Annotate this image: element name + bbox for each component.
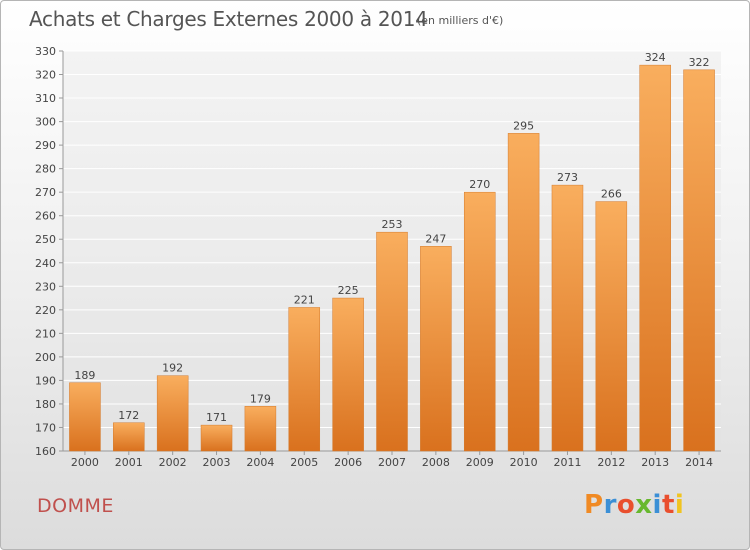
bar-2007 [376,231,408,452]
bar-2006 [332,297,364,452]
y-tick-label: 190 [35,374,56,387]
bar-value-label: 273 [557,171,578,184]
bar-2003 [200,424,233,452]
x-tick-label: 2001 [115,456,143,469]
bar-2001 [113,422,145,452]
y-tick-label: 280 [35,163,56,176]
bar-value-label: 189 [74,369,95,382]
bar-2000 [69,382,101,452]
y-tick-label: 160 [35,445,56,458]
brand-letter: t [661,490,675,520]
brand-letter: i [652,490,662,520]
bar-value-label: 295 [513,119,534,132]
bar-2004 [244,406,277,452]
y-tick-label: 250 [35,233,56,246]
y-tick-label: 170 [35,421,56,434]
y-tick-label: 270 [35,186,56,199]
y-tick-label: 320 [35,69,56,82]
x-tick-label: 2008 [422,456,450,469]
x-tick-label: 2005 [290,456,318,469]
bar-2011 [551,184,584,452]
bar-2002 [156,375,189,452]
y-tick-label: 200 [35,351,56,364]
chart-subtitle: (en milliers d'€) [417,14,504,27]
bar-value-label: 171 [206,411,227,424]
y-tick-label: 260 [35,210,56,223]
bar-2014 [683,69,715,452]
brand-letter: P [584,490,604,520]
x-tick-label: 2011 [553,456,581,469]
x-tick-label: 2010 [510,456,538,469]
bar-2005 [288,307,321,452]
y-tick-label: 290 [35,139,56,152]
y-tick-label: 240 [35,257,56,270]
y-tick-label: 180 [35,398,56,411]
brand-letter: o [616,490,636,520]
bar-value-label: 225 [338,284,359,297]
commune-name: DOMME [37,495,114,517]
bar-value-label: 192 [162,362,183,375]
chart-title: Achats et Charges Externes 2000 à 2014 [29,7,428,31]
bar-value-label: 179 [250,392,271,405]
x-tick-label: 2014 [685,456,713,469]
bar-value-label: 324 [645,51,666,64]
x-tick-label: 2004 [246,456,274,469]
brand-logo[interactable]: Proxiti [584,490,684,520]
bar-value-label: 266 [601,188,622,201]
y-tick-label: 300 [35,116,56,129]
x-tick-label: 2007 [378,456,406,469]
bar-value-label: 253 [382,218,403,231]
bar-2013 [639,64,671,452]
y-tick-label: 210 [35,327,56,340]
brand-letter: i [674,490,685,520]
bar-value-label: 322 [689,56,710,69]
x-tick-label: 2009 [466,456,494,469]
bar-2009 [463,191,496,452]
bar-value-label: 221 [294,293,315,306]
x-tick-label: 2013 [641,456,669,469]
y-tick-label: 220 [35,304,56,317]
bar-2012 [595,201,628,452]
y-tick-label: 310 [35,92,56,105]
bar-value-label: 172 [118,409,139,422]
bar-2008 [420,246,452,452]
brand-letter: x [635,490,653,520]
x-tick-label: 2006 [334,456,362,469]
x-tick-label: 2003 [203,456,231,469]
x-tick-label: 2000 [71,456,99,469]
y-tick-label: 330 [35,45,56,58]
x-tick-label: 2012 [597,456,625,469]
x-tick-label: 2002 [159,456,187,469]
bar-value-label: 247 [425,232,446,245]
y-tick-label: 230 [35,280,56,293]
bar-value-label: 270 [469,178,490,191]
bar-2010 [507,133,540,452]
brand-letter: r [603,490,617,520]
